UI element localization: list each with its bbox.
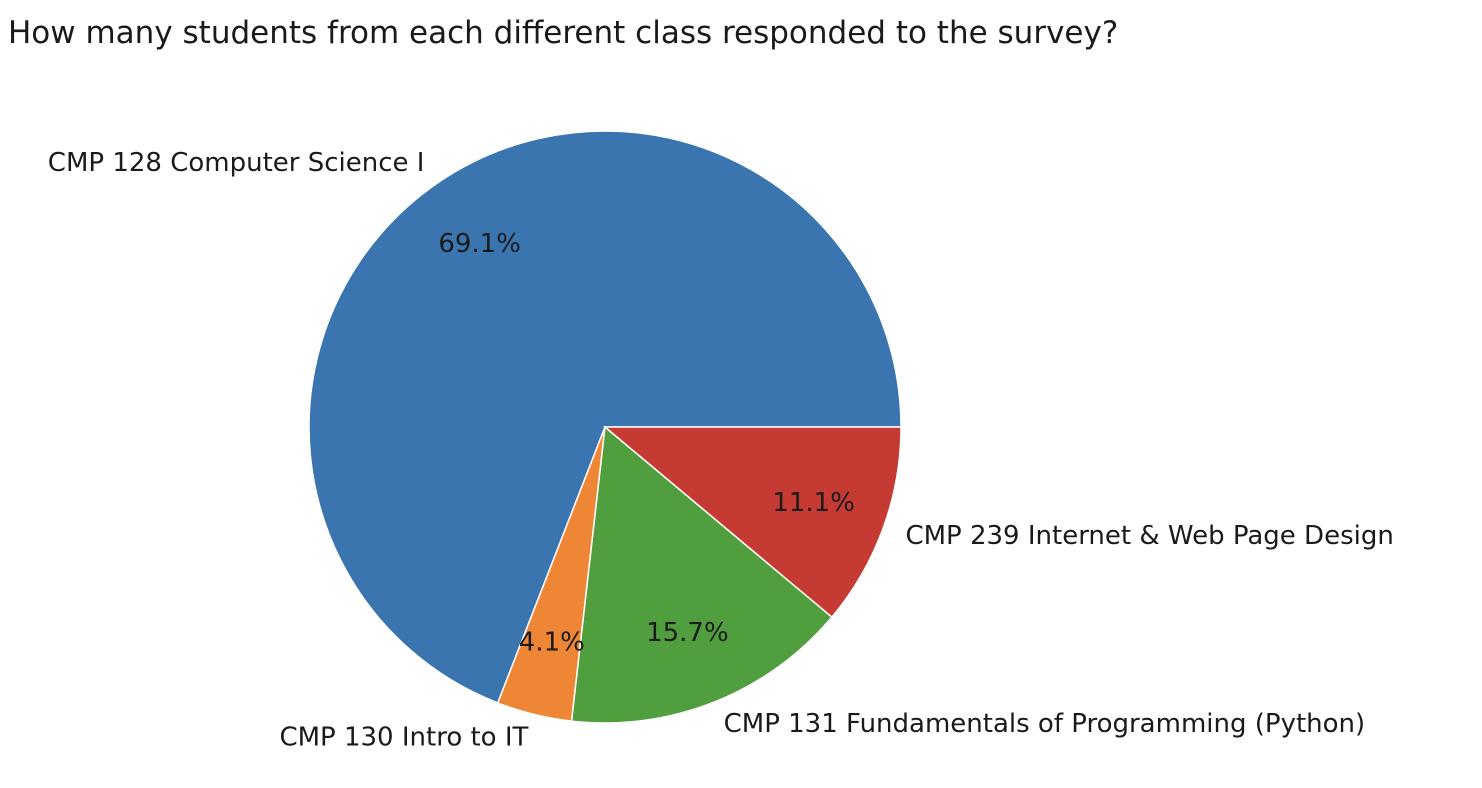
category-label-4: CMP 239 Internet & Web Page Design [905, 521, 1393, 551]
category-label-2: CMP 130 Intro to IT [279, 722, 528, 752]
category-label-3: CMP 131 Fundamentals of Programming (Pyt… [724, 709, 1366, 739]
category-labels: CMP 128 Computer Science I CMP 130 Intro … [48, 148, 1394, 752]
pie-slice-4 [602, 426, 902, 619]
percent-labels: 69.1% 4.1% 15.7% 11.1% [438, 229, 855, 658]
chart-title: How many students from each different cl… [8, 15, 1118, 51]
pie-slices [308, 130, 902, 724]
percent-label-3: 15.7% [646, 618, 729, 648]
pie-slice-1 [308, 130, 902, 704]
percent-label-2: 4.1% [519, 628, 585, 658]
percent-label-1: 69.1% [438, 229, 521, 259]
pie-slice-3 [570, 425, 833, 724]
category-label-1: CMP 128 Computer Science I [48, 148, 425, 178]
percent-label-4: 11.1% [772, 488, 855, 518]
